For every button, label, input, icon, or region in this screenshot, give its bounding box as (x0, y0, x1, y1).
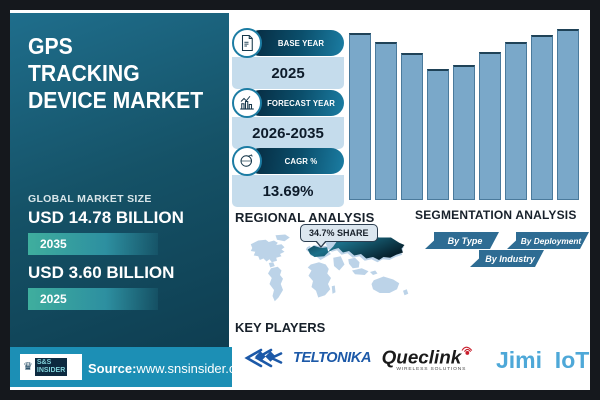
svg-text:Queclink: Queclink (382, 347, 463, 368)
svg-text:WIRELESS SOLUTIONS: WIRELESS SOLUTIONS (396, 366, 466, 372)
